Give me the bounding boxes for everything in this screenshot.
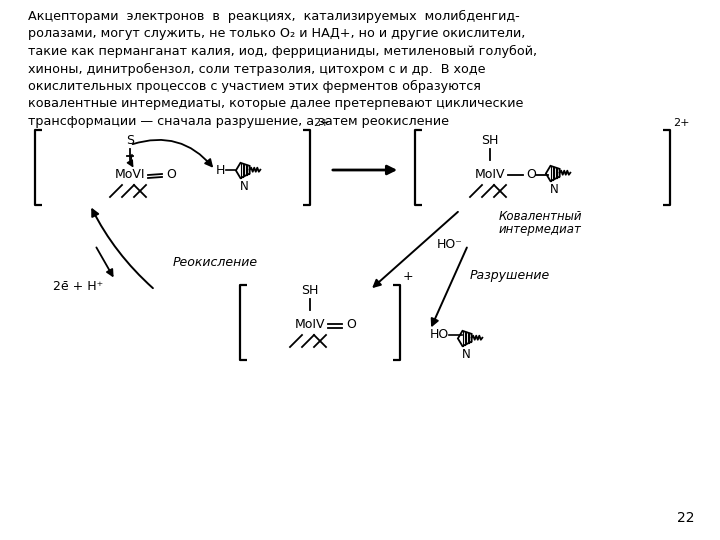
Text: SH: SH xyxy=(481,134,499,147)
Text: SH: SH xyxy=(301,284,319,297)
Text: 2+: 2+ xyxy=(673,118,690,128)
Text: окислительных процессов с участием этих ферментов образуются: окислительных процессов с участием этих … xyxy=(28,80,481,93)
Text: ролазами, могут служить, не только O₂ и НАД+, но и другие окислители,: ролазами, могут служить, не только O₂ и … xyxy=(28,28,526,40)
Text: Реокисление: Реокисление xyxy=(172,255,258,268)
Text: N: N xyxy=(462,348,471,361)
Text: Разрушение: Разрушение xyxy=(470,268,550,281)
Text: Ковалентный: Ковалентный xyxy=(498,210,582,223)
Text: MoVI: MoVI xyxy=(114,168,145,181)
Text: такие как перманганат калия, иод, феррицианиды, метиленовый голубой,: такие как перманганат калия, иод, ферриц… xyxy=(28,45,537,58)
Text: трансформации — сначала разрушение, а затем реокисление: трансформации — сначала разрушение, а за… xyxy=(28,115,449,128)
Text: +: + xyxy=(403,270,413,283)
Text: MoIV: MoIV xyxy=(294,319,325,332)
Text: HO: HO xyxy=(430,328,449,341)
Text: O: O xyxy=(346,319,356,332)
Text: 2е̄ + H⁺: 2е̄ + H⁺ xyxy=(53,280,103,294)
Text: 2+: 2+ xyxy=(313,118,330,128)
Text: O: O xyxy=(526,168,536,181)
Text: N: N xyxy=(550,184,559,197)
Text: HO⁻: HO⁻ xyxy=(437,239,463,252)
Text: хиноны, динитробензол, соли тетразолия, цитохром с и др.  В ходе: хиноны, динитробензол, соли тетразолия, … xyxy=(28,63,485,76)
Text: 22: 22 xyxy=(678,511,695,525)
Text: ковалентные интермедиаты, которые далее претерпевают циклические: ковалентные интермедиаты, которые далее … xyxy=(28,98,523,111)
Text: O: O xyxy=(166,168,176,181)
Text: интермедиат: интермедиат xyxy=(498,223,582,236)
Text: S: S xyxy=(126,134,134,147)
Text: N: N xyxy=(240,180,248,193)
Text: Акцепторами  электронов  в  реакциях,  катализируемых  молибденгид-: Акцепторами электронов в реакциях, катал… xyxy=(28,10,520,23)
Text: H: H xyxy=(215,164,225,177)
Text: MoIV: MoIV xyxy=(474,168,505,181)
